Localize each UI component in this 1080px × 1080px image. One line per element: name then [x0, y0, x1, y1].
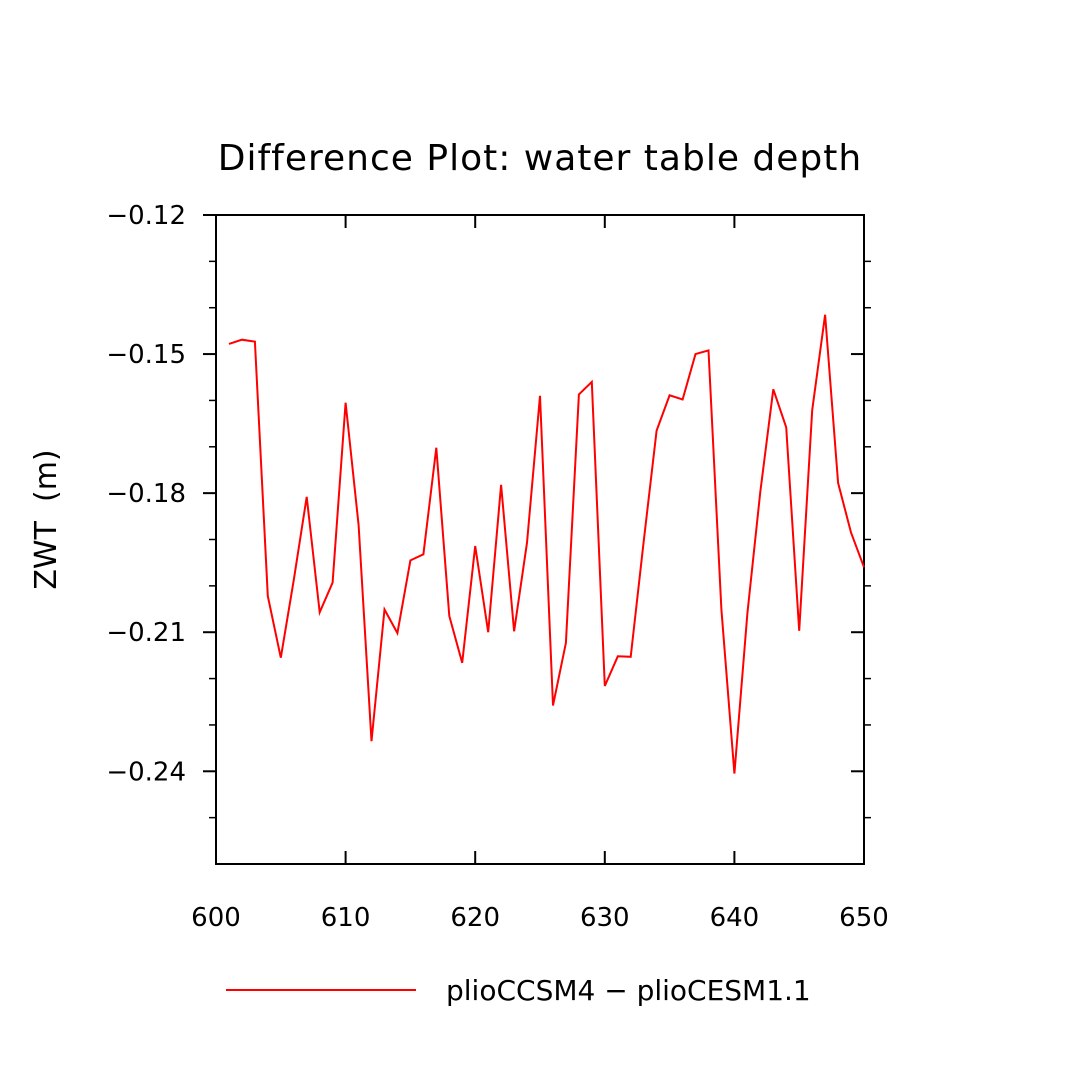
legend: plioCCSM4 − plioCESM1.1 — [226, 974, 811, 1007]
y-axis: −0.12 −0.15 −0.18 −0.21 −0.24 — [106, 201, 871, 819]
y-tick-label: −0.24 — [106, 757, 186, 787]
chart-title: Difference Plot: water table depth — [218, 138, 862, 179]
plot-area — [215, 214, 865, 865]
x-tick-label: 640 — [710, 903, 760, 933]
y-axis-label: ZWT (m) — [29, 449, 64, 589]
y-tick-label: −0.15 — [106, 340, 186, 370]
x-tick-label: 620 — [450, 903, 500, 933]
series-line — [228, 314, 865, 774]
y-tick-label: −0.12 — [106, 201, 186, 231]
plot-frame — [215, 214, 865, 865]
x-tick-label: 610 — [321, 903, 371, 933]
series-layer — [228, 314, 865, 774]
x-tick-label: 650 — [839, 903, 889, 933]
x-tick-label: 630 — [580, 903, 630, 933]
y-tick-label: −0.18 — [106, 479, 186, 509]
y-tick-label: −0.21 — [106, 618, 186, 648]
legend-label: plioCCSM4 − plioCESM1.1 — [446, 974, 811, 1007]
x-tick-label: 600 — [191, 903, 241, 933]
x-axis: 600 610 620 630 640 650 — [191, 215, 889, 933]
